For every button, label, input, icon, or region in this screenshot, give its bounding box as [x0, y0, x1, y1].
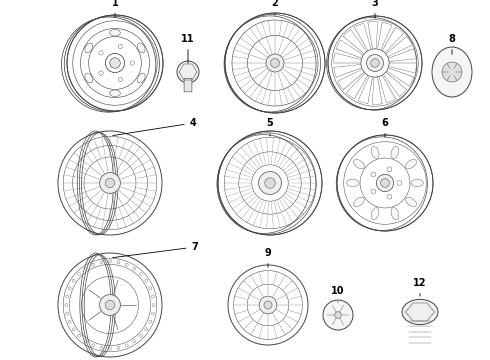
Circle shape — [264, 301, 272, 309]
Circle shape — [105, 300, 115, 310]
Ellipse shape — [346, 179, 359, 186]
Circle shape — [397, 181, 402, 185]
Ellipse shape — [402, 300, 438, 325]
Circle shape — [367, 55, 384, 71]
Circle shape — [371, 172, 376, 177]
Circle shape — [259, 296, 277, 314]
Text: 10: 10 — [331, 286, 345, 302]
FancyBboxPatch shape — [184, 78, 192, 92]
Circle shape — [99, 51, 103, 55]
Circle shape — [177, 61, 199, 83]
Circle shape — [335, 312, 342, 318]
Circle shape — [99, 71, 103, 75]
Circle shape — [99, 172, 121, 193]
Circle shape — [376, 174, 393, 192]
Ellipse shape — [371, 147, 379, 158]
Circle shape — [105, 178, 115, 188]
Ellipse shape — [391, 208, 399, 220]
Text: 3: 3 — [371, 0, 378, 18]
Ellipse shape — [411, 179, 423, 186]
Text: 5: 5 — [267, 118, 273, 136]
Text: 4: 4 — [113, 118, 196, 136]
Ellipse shape — [85, 43, 93, 53]
Circle shape — [265, 178, 275, 188]
Text: 7: 7 — [113, 242, 198, 258]
Circle shape — [371, 59, 379, 67]
Ellipse shape — [137, 73, 145, 83]
Ellipse shape — [110, 30, 120, 36]
Text: 11: 11 — [181, 34, 195, 63]
Text: 2: 2 — [271, 0, 278, 15]
Circle shape — [110, 58, 120, 68]
Ellipse shape — [391, 147, 399, 158]
Circle shape — [387, 194, 392, 199]
Circle shape — [442, 62, 462, 82]
Circle shape — [387, 167, 392, 172]
Ellipse shape — [353, 159, 365, 169]
Ellipse shape — [353, 197, 365, 207]
Circle shape — [323, 300, 353, 330]
Ellipse shape — [432, 47, 472, 97]
Circle shape — [130, 61, 134, 65]
Circle shape — [266, 54, 284, 72]
Text: 8: 8 — [448, 34, 455, 54]
Ellipse shape — [110, 90, 120, 96]
Ellipse shape — [137, 43, 145, 53]
Circle shape — [118, 44, 122, 49]
Text: 1: 1 — [112, 0, 119, 17]
Circle shape — [99, 294, 121, 315]
Ellipse shape — [371, 208, 379, 220]
Circle shape — [371, 189, 376, 194]
Text: 6: 6 — [382, 118, 389, 137]
Text: 12: 12 — [413, 278, 427, 296]
Circle shape — [118, 77, 122, 82]
Ellipse shape — [406, 197, 416, 207]
Circle shape — [259, 172, 281, 194]
Circle shape — [270, 58, 279, 68]
Ellipse shape — [406, 159, 416, 169]
Ellipse shape — [85, 73, 93, 83]
Text: 9: 9 — [265, 248, 271, 267]
Circle shape — [381, 179, 390, 187]
